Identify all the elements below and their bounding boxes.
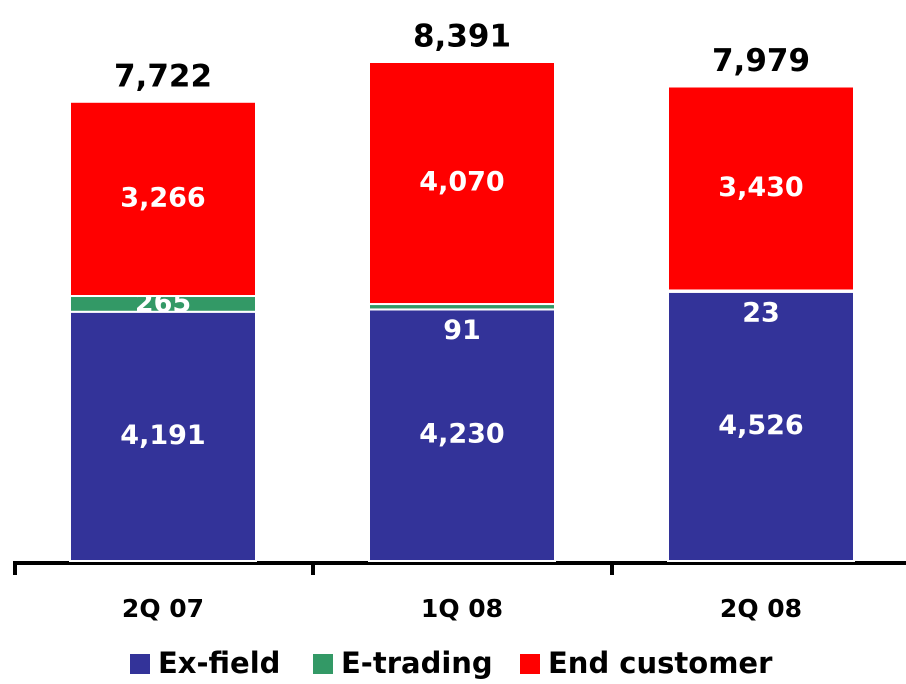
value-label: 4,070 bbox=[419, 167, 504, 198]
value-label: 3,266 bbox=[120, 182, 205, 213]
legend-label: End customer bbox=[548, 646, 773, 680]
value-label: 3,430 bbox=[718, 172, 803, 203]
value-label: 4,230 bbox=[419, 419, 504, 450]
value-label: 23 bbox=[742, 297, 780, 328]
total-label: 8,391 bbox=[413, 19, 511, 55]
bar-segment bbox=[69, 100, 257, 298]
legend-swatch bbox=[313, 654, 333, 674]
total-label: 7,722 bbox=[114, 58, 212, 94]
bar-segment bbox=[667, 290, 855, 562]
bar-segment bbox=[69, 310, 257, 562]
legend-label: Ex-field bbox=[158, 646, 280, 680]
bar-segment bbox=[667, 85, 855, 292]
x-tick-label: 1Q 08 bbox=[421, 594, 503, 623]
bar-segment bbox=[368, 308, 556, 562]
bar-segment bbox=[368, 61, 556, 306]
legend-swatch bbox=[130, 654, 150, 674]
value-label: 4,191 bbox=[120, 420, 205, 451]
value-label: 4,526 bbox=[718, 410, 803, 441]
total-label: 7,979 bbox=[712, 43, 810, 79]
legend-label: E-trading bbox=[341, 646, 493, 680]
value-label: 91 bbox=[443, 315, 481, 346]
x-tick-label: 2Q 07 bbox=[122, 594, 204, 623]
x-tick-label: 2Q 08 bbox=[720, 594, 802, 623]
legend-swatch bbox=[520, 654, 540, 674]
